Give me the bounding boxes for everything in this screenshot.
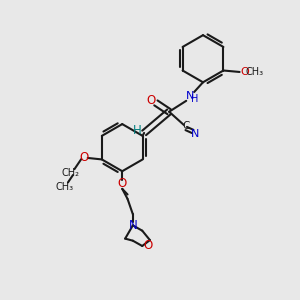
Text: O: O — [147, 94, 156, 107]
Text: N: N — [186, 91, 194, 100]
Text: O: O — [143, 239, 152, 253]
Text: H: H — [191, 94, 199, 104]
Text: C: C — [182, 122, 190, 131]
Text: CH₃: CH₃ — [245, 67, 263, 77]
Text: N: N — [128, 219, 137, 232]
Text: N: N — [191, 129, 199, 140]
Text: CH₂: CH₂ — [62, 168, 80, 178]
Text: O: O — [118, 177, 127, 190]
Text: O: O — [79, 152, 88, 164]
Text: CH₃: CH₃ — [56, 182, 74, 192]
Text: H: H — [133, 124, 142, 137]
Text: O: O — [241, 67, 249, 77]
